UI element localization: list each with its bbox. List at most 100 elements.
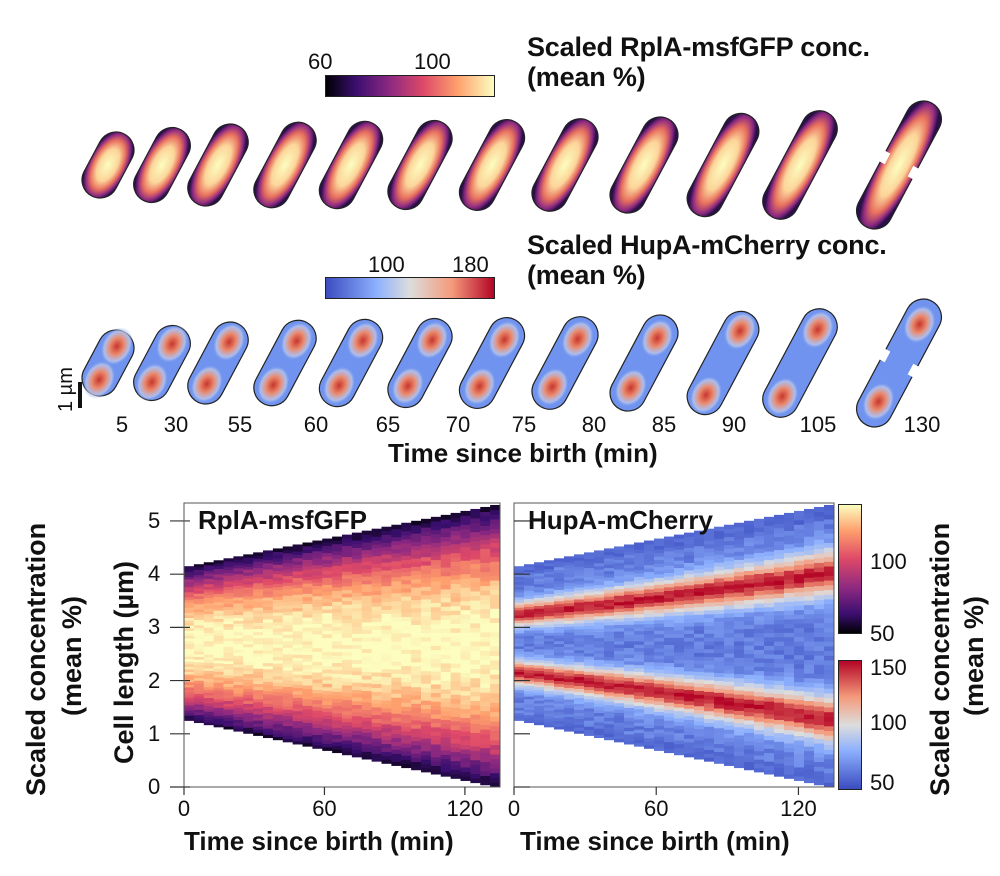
- gfp-heatmap-cell: [272, 609, 284, 613]
- mcherry-heatmap-cell: [584, 674, 595, 678]
- gfp-heatmap-cell: [322, 598, 333, 603]
- gfp-heatmap-cell: [272, 573, 284, 578]
- mcherry-heatmap-cell: [764, 598, 775, 604]
- gfp-heatmap-cell: [243, 724, 254, 728]
- gfp-heatmap-cell: [213, 701, 224, 706]
- mcherry-heatmap-cell: [684, 573, 695, 578]
- mcherry-heatmap-cell: [514, 597, 525, 601]
- gfp-heatmap-cell: [430, 675, 442, 681]
- gfp-heatmap-cell: [322, 686, 333, 691]
- gfp-heatmap-cell: [322, 672, 333, 677]
- gfp-heatmap-cell: [243, 572, 254, 576]
- gfp-heatmap-cell: [371, 734, 382, 739]
- mcherry-heatmap-cell: [804, 623, 815, 628]
- mcherry-heatmap-cell: [614, 660, 625, 665]
- mcherry-heatmap-cell: [754, 759, 765, 764]
- gfp-heatmap-cell: [421, 628, 432, 634]
- mcherry-heatmap-cell: [724, 665, 735, 670]
- mcherry-heatmap-cell: [654, 545, 665, 550]
- mcherry-heatmap-cell: [794, 546, 805, 552]
- mcherry-heatmap-cell: [514, 602, 525, 606]
- gfp-heatmap-cell: [184, 658, 195, 662]
- mcherry-heatmap-cell: [744, 595, 755, 601]
- gfp-heatmap-cell: [371, 699, 382, 704]
- mcherry-heatmap-cell: [664, 680, 675, 685]
- gfp-heatmap-cell: [203, 640, 215, 644]
- mcherry-heatmap-cell: [754, 552, 765, 558]
- gfp-heatmap-cell: [322, 573, 333, 578]
- gfp-heatmap-cell: [401, 759, 412, 765]
- mcherry-heatmap-cell: [784, 694, 795, 700]
- mcherry-heatmap-cell: [814, 650, 825, 656]
- mcherry-heatmap-cell: [714, 625, 725, 630]
- gfp-heatmap-cell: [263, 709, 274, 714]
- gfp-heatmap-cell: [470, 586, 481, 592]
- mcherry-heatmap-cell: [514, 661, 525, 665]
- gfp-heatmap-cell: [332, 741, 343, 746]
- mcherry-heatmap-cell: [714, 692, 725, 697]
- gfp-heatmap-cell: [312, 703, 323, 708]
- gfp-heatmap-cell: [193, 696, 205, 700]
- mcherry-heatmap-cell: [784, 557, 795, 562]
- gfp-heatmap-cell: [282, 582, 294, 586]
- gfp-heatmap-cell: [193, 619, 205, 623]
- gfp-heatmap-cell: [272, 647, 284, 651]
- mcherry-heatmap-cell: [774, 715, 785, 721]
- gfp-heatmap-cell: [312, 564, 323, 569]
- gfp-heatmap-cell: [450, 734, 461, 739]
- mcherry-heatmap-cell: [564, 661, 575, 665]
- mcherry-heatmap-cell: [604, 714, 615, 718]
- gfp-heatmap-cell: [470, 673, 481, 679]
- mcherry-heatmap-cell: [644, 568, 655, 573]
- gfp-heatmap-cell: [272, 676, 284, 680]
- gfp-heatmap-cell: [480, 766, 491, 772]
- gfp-heatmap-cell: [193, 580, 205, 584]
- mcherry-heatmap-cell: [544, 607, 555, 611]
- mcherry-heatmap-cell: [584, 665, 595, 669]
- mcherry-heatmap-cell: [694, 667, 705, 672]
- mcherry-heatmap-cell: [604, 580, 615, 584]
- mcherry-heatmap-cell: [724, 637, 735, 642]
- gfp-heatmap-cell: [490, 730, 501, 736]
- gfp-heatmap-cell: [391, 609, 402, 614]
- mcherry-heatmap-cell: [734, 755, 745, 760]
- mcherry-heatmap-cell: [784, 747, 795, 753]
- gfp-heatmap-cell: [371, 710, 382, 716]
- gfp-heatmap-cell: [361, 549, 373, 554]
- mcherry-heatmap-cell: [724, 588, 735, 594]
- mcherry-heatmap-cell: [674, 604, 685, 609]
- gfp-heatmap-cell: [312, 609, 323, 614]
- gfp-heatmap-cell: [312, 665, 323, 670]
- gfp-heatmap-cell: [332, 705, 343, 710]
- mcherry-heatmap-cell: [824, 693, 835, 699]
- mcherry-heatmap-cell: [654, 602, 665, 607]
- gfp-heatmap-cell: [440, 697, 452, 703]
- mcherry-heatmap-cell: [584, 729, 595, 733]
- mcherry-heatmap-cell: [684, 689, 695, 694]
- gfp-heatmap-cell: [490, 622, 501, 628]
- mcherry-heatmap-cell: [534, 719, 545, 723]
- mcherry-heatmap-cell: [664, 738, 675, 743]
- mcherry-heatmap-cell: [774, 527, 785, 533]
- mcherry-heatmap-cell: [824, 584, 835, 590]
- gfp-heatmap-cell: [184, 622, 195, 626]
- gfp-heatmap-cell: [272, 695, 284, 699]
- gfp-heatmap-cell: [332, 565, 343, 570]
- gfp-heatmap-cell: [243, 688, 254, 692]
- mcherry-heatmap-cell: [794, 758, 805, 763]
- mcherry-heatmap-cell: [684, 727, 695, 732]
- gfp-heatmap-cell: [282, 653, 294, 658]
- gfp-heatmap-cell: [272, 554, 284, 559]
- gfp-heatmap-cell: [470, 732, 481, 738]
- mcherry-heatmap-cell: [514, 697, 525, 701]
- gfp-heatmap-cell: [411, 599, 422, 605]
- mcherry-heatmap-cell: [624, 601, 635, 605]
- gfp-heatmap-cell: [233, 687, 244, 691]
- mcherry-heatmap-cell: [524, 704, 535, 708]
- gfp-heatmap-cell: [272, 586, 284, 591]
- mcherry-heatmap-cell: [674, 751, 685, 756]
- gfp-heatmap-cell: [342, 666, 353, 671]
- gfp-heatmap-cell: [460, 564, 471, 570]
- mcherry-heatmap-cell: [674, 619, 685, 624]
- mcherry-heatmap-cell: [754, 565, 765, 570]
